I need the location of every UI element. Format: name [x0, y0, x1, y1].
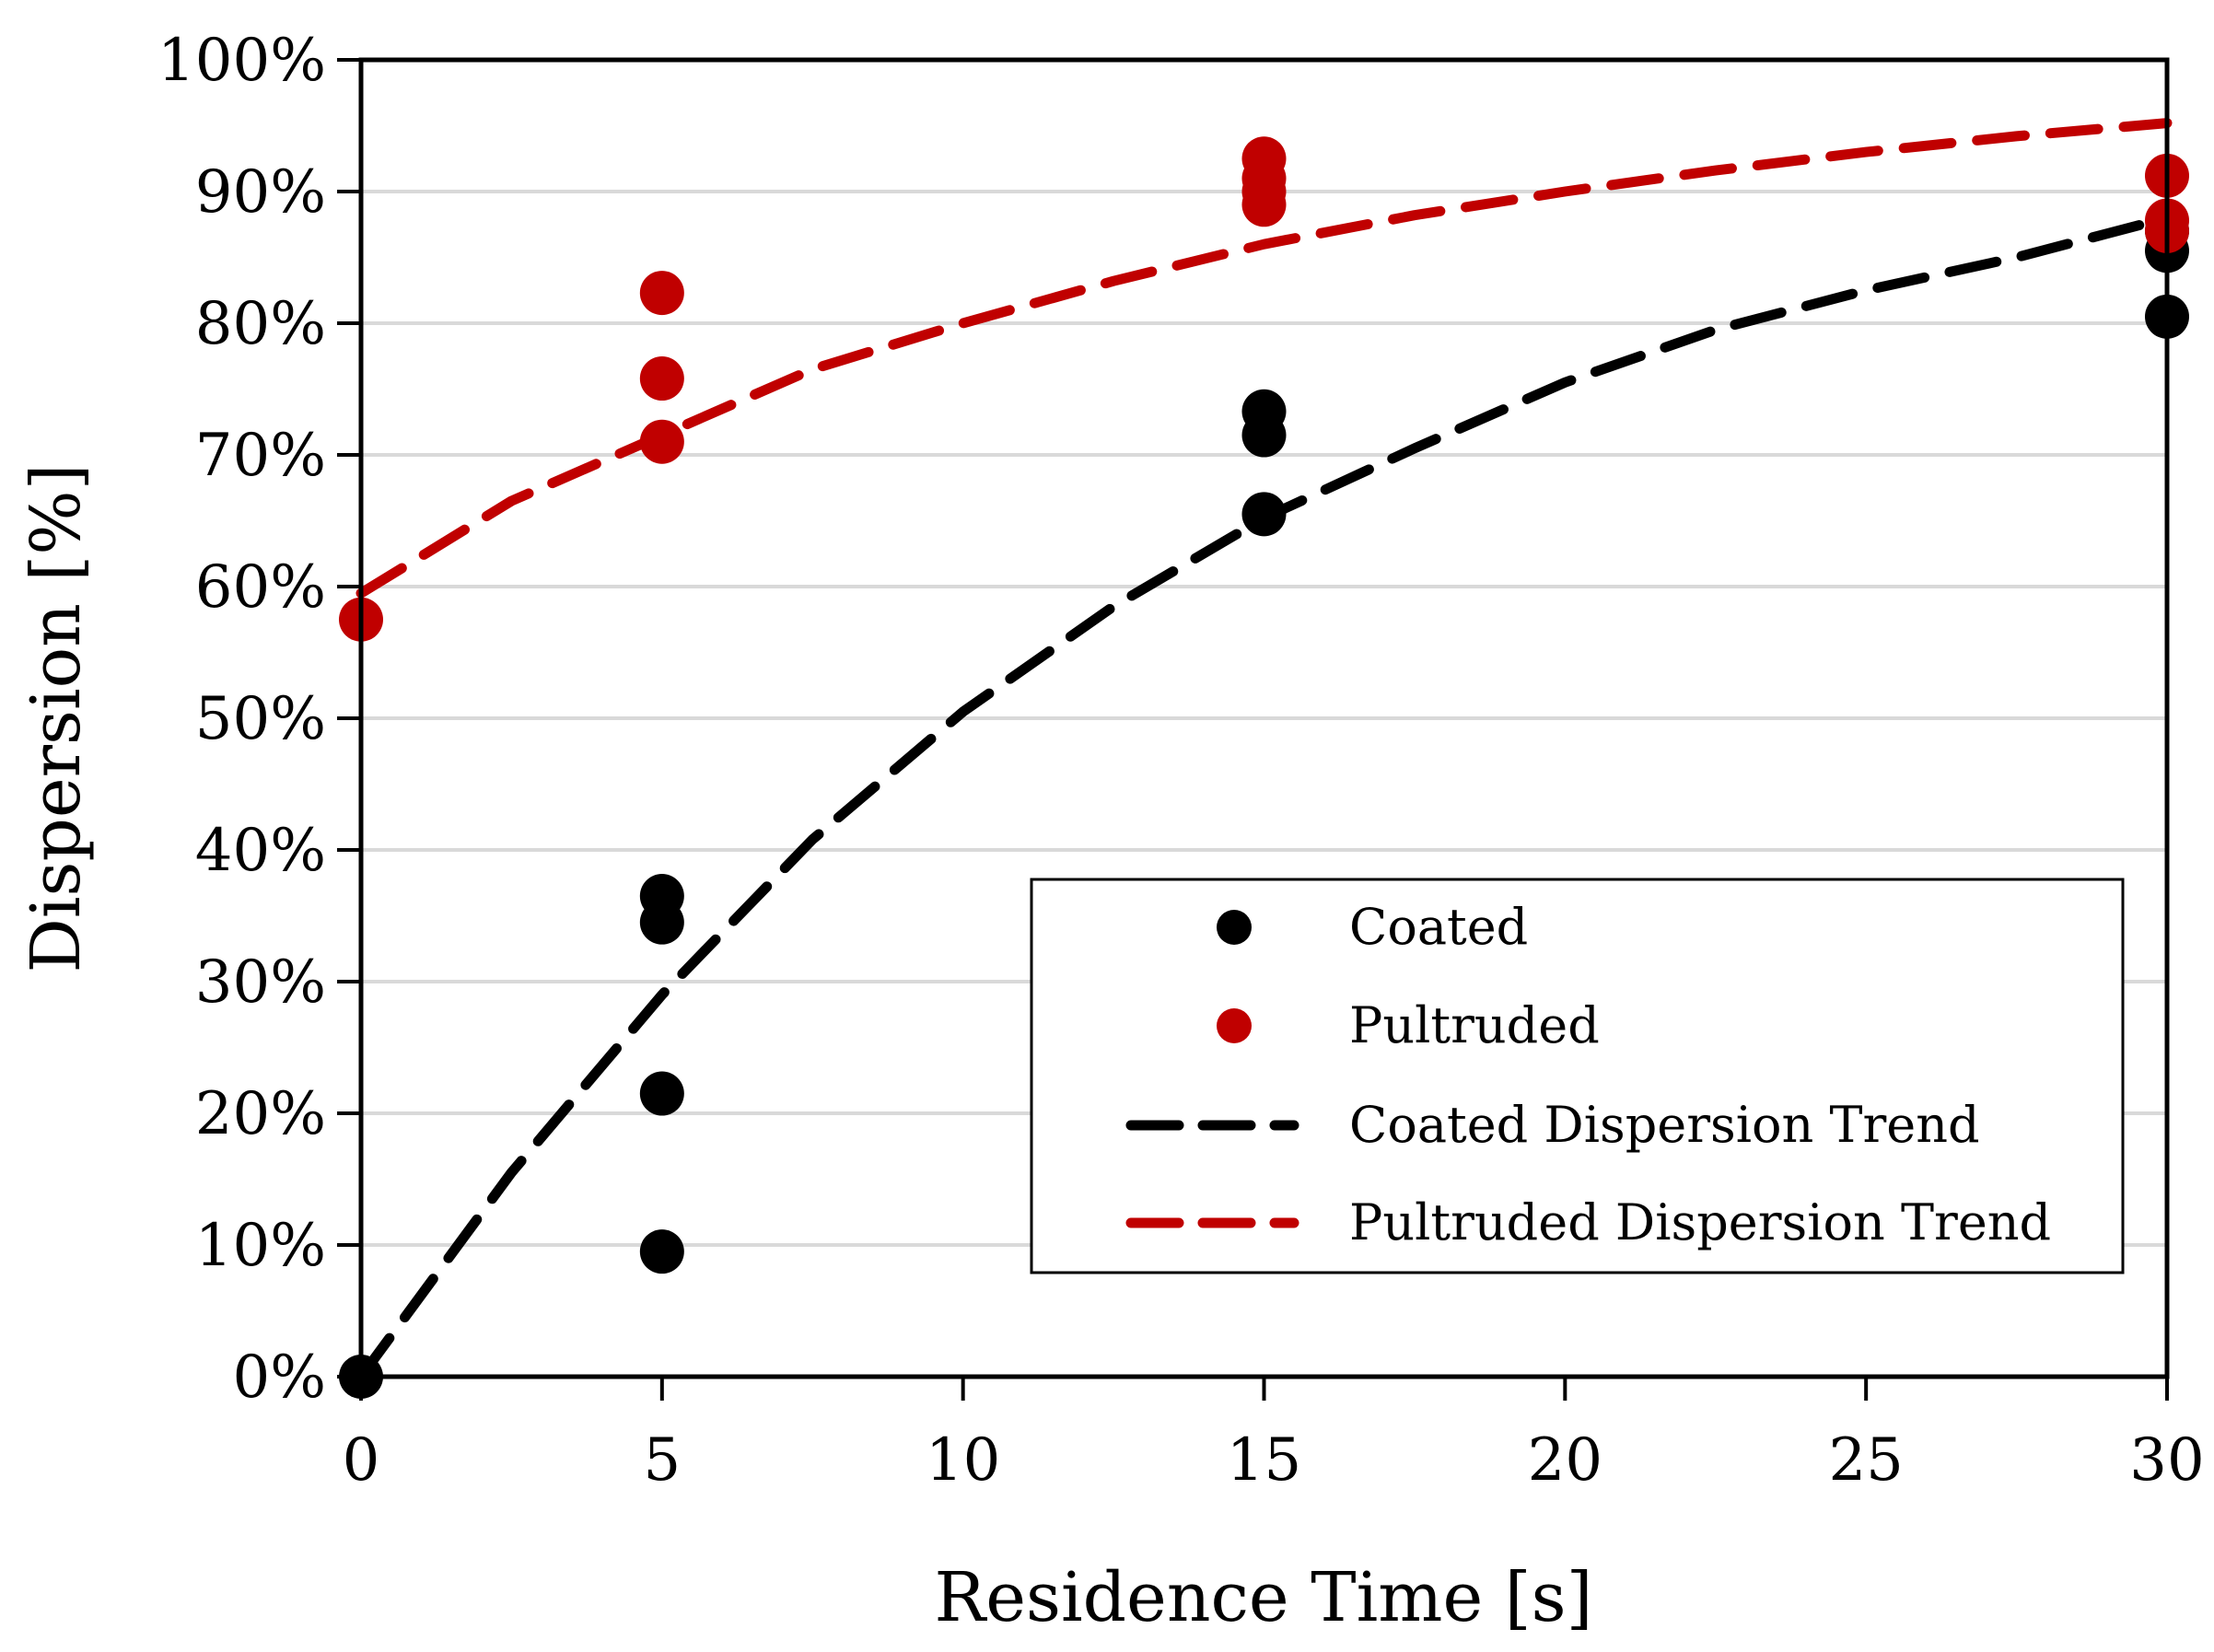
y-tick-label: 80%: [195, 290, 326, 358]
y-axis-title: Dispersion [%]: [17, 464, 96, 973]
data-points: [339, 136, 2189, 1399]
coated-point: [639, 1071, 684, 1116]
coated-point: [1241, 389, 1287, 434]
legend-label-pultruded: Pultruded: [1349, 996, 1600, 1054]
legend-label-coated-trend: Coated Dispersion Trend: [1349, 1096, 1980, 1154]
x-axis-ticks: 0 5 10 15 20 25 30: [343, 1377, 2205, 1495]
y-tick-label: 20%: [195, 1080, 326, 1148]
pultruded-point: [639, 356, 684, 401]
x-tick-label: 5: [643, 1426, 681, 1495]
y-tick-label: 100%: [157, 27, 326, 95]
coated-point: [639, 874, 684, 919]
x-tick-label: 10: [926, 1426, 1000, 1495]
y-tick-label: 0%: [232, 1344, 326, 1412]
pultruded-point: [1241, 136, 1287, 181]
legend-marker-pultruded: [1217, 1008, 1252, 1043]
legend-box: [1030, 878, 2125, 1274]
legend-label-coated: Coated: [1349, 898, 1528, 956]
y-axis-ticks: 0% 10% 20% 30% 40% 50% 60% 70% 80% 90% 100%: [157, 27, 361, 1412]
coated-point: [1241, 492, 1287, 537]
x-tick-label: 15: [1227, 1426, 1301, 1495]
x-axis-title: Residence Time [s]: [935, 1558, 1593, 1637]
y-tick-label: 70%: [195, 422, 326, 490]
y-tick-label: 10%: [195, 1212, 326, 1280]
y-tick-label: 30%: [195, 948, 326, 1017]
x-tick-label: 20: [1528, 1426, 1602, 1495]
y-tick-label: 40%: [195, 817, 326, 885]
x-tick-label: 0: [343, 1426, 380, 1495]
legend-label-pultruded-trend: Pultruded Dispersion Trend: [1349, 1193, 2051, 1251]
x-tick-label: 25: [1828, 1426, 1903, 1495]
x-tick-label: 30: [2129, 1426, 2204, 1495]
y-tick-label: 50%: [195, 685, 326, 753]
legend: Coated Pultruded Coated Dispersion Trend…: [1030, 878, 2125, 1274]
coated-point: [639, 1229, 684, 1274]
pultruded-point: [639, 271, 684, 316]
y-tick-label: 90%: [195, 158, 326, 227]
pultruded-point: [639, 419, 684, 464]
legend-marker-coated: [1217, 910, 1252, 945]
y-tick-label: 60%: [195, 553, 326, 622]
